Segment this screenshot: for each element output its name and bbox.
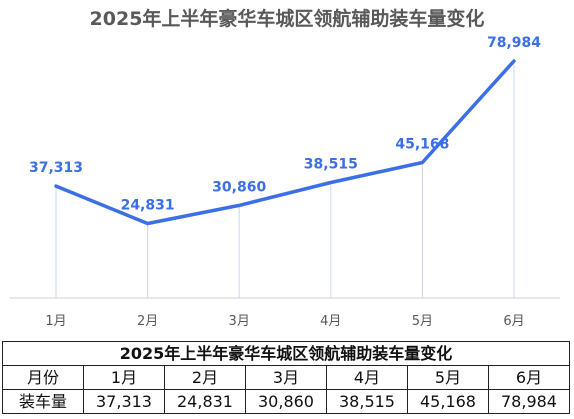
x-tick-label: 3月 [229,314,250,329]
table-month-cell: 4月 [326,365,408,390]
chart-title: 2025年上半年豪华车城区领航辅助装车量变化 [89,8,485,30]
table-value-cell: 24,831 [164,389,246,414]
series-line [54,59,516,226]
table-value-row: 装车量 37,313 24,831 30,860 38,515 45,168 7… [2,389,570,414]
table-title: 2025年上半年豪华车城区领航辅助装车量变化 [2,341,570,366]
table-month-cell: 2月 [164,365,246,390]
table-value-cell: 78,984 [488,389,570,414]
x-tick-label: 6月 [503,314,524,329]
data-label: 78,984 [487,35,541,51]
x-tick-label: 1月 [45,314,66,329]
table-row-label: 装车量 [2,389,84,414]
data-label: 38,515 [304,156,358,172]
table-month-cell: 3月 [245,365,327,390]
table-title-row: 2025年上半年豪华车城区领航辅助装车量变化 [2,341,570,366]
table-header-label: 月份 [2,365,84,390]
x-tick-label: 5月 [412,314,433,329]
line-chart: 37,313 24,831 30,860 38,515 45,168 78,984 1月 2… [10,35,560,329]
data-label: 30,860 [212,179,266,195]
x-tick-label: 4月 [320,314,341,329]
data-labels: 37,313 24,831 30,860 38,515 45,168 78,984 [29,35,541,213]
data-label: 24,831 [121,198,175,214]
data-table: 2025年上半年豪华车城区领航辅助装车量变化 月份 1月 2月 3月 4月 5月… [2,341,570,414]
table-month-cell: 6月 [488,365,570,390]
data-label: 45,168 [395,136,449,152]
data-label: 37,313 [29,160,83,176]
table-header-row: 月份 1月 2月 3月 4月 5月 6月 [2,365,570,390]
x-tick-labels: 1月 2月 3月 4月 5月 6月 [45,314,524,329]
x-tick-label: 2月 [137,314,158,329]
table-value-cell: 38,515 [326,389,408,414]
table-month-cell: 5月 [407,365,489,390]
table-value-cell: 37,313 [83,389,165,414]
drop-lines [55,61,515,298]
table-month-cell: 1月 [83,365,165,390]
table-value-cell: 30,860 [245,389,327,414]
table-value-cell: 45,168 [407,389,489,414]
